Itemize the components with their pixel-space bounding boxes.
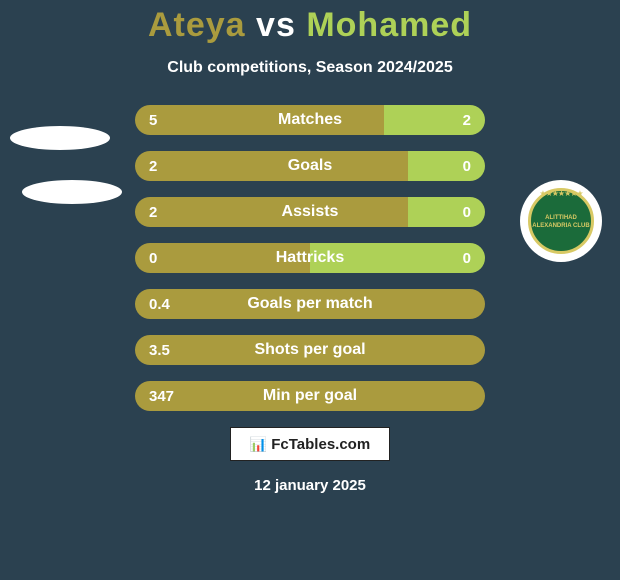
stat-label: Matches xyxy=(135,105,485,135)
club-badge: ★★★★★★★ ALITTIHAD ALEXANDRIA CLUB xyxy=(520,180,602,262)
title-player1: Ateya xyxy=(148,6,246,44)
title-player2: Mohamed xyxy=(306,6,472,44)
stat-label: Shots per goal xyxy=(135,335,485,365)
stat-row: 347Min per goal xyxy=(135,381,485,411)
fctables-logo-text: FcTables.com xyxy=(271,436,370,453)
stat-row: 3.5Shots per goal xyxy=(135,335,485,365)
subtitle: Club competitions, Season 2024/2025 xyxy=(0,59,620,77)
stat-label: Assists xyxy=(135,197,485,227)
comparison-card: Ateya vs Mohamed Club competitions, Seas… xyxy=(0,0,620,580)
club-stars-icon: ★★★★★★★ xyxy=(531,189,591,198)
stat-label: Goals xyxy=(135,151,485,181)
left-avatar-placeholder-2 xyxy=(22,180,122,204)
title-vs: vs xyxy=(256,6,296,44)
club-name-line1: ALITTIHAD xyxy=(545,215,577,221)
stat-label: Min per goal xyxy=(135,381,485,411)
fctables-logo: 📊 FcTables.com xyxy=(230,427,390,461)
stat-row: 20Assists xyxy=(135,197,485,227)
footer-date: 12 january 2025 xyxy=(0,477,620,494)
stat-label: Hattricks xyxy=(135,243,485,273)
stat-row: 52Matches xyxy=(135,105,485,135)
stat-row: 0.4Goals per match xyxy=(135,289,485,319)
club-name-line2: ALEXANDRIA CLUB xyxy=(532,223,589,229)
page-title: Ateya vs Mohamed xyxy=(0,6,620,45)
stat-label: Goals per match xyxy=(135,289,485,319)
stat-row: 00Hattricks xyxy=(135,243,485,273)
stat-row: 20Goals xyxy=(135,151,485,181)
left-avatar-placeholder-1 xyxy=(10,126,110,150)
club-badge-inner: ★★★★★★★ ALITTIHAD ALEXANDRIA CLUB xyxy=(528,188,594,254)
chart-icon: 📊 xyxy=(250,436,267,453)
stats-bars: 52Matches 20Goals 20Assists 00Hattricks 0.4G… xyxy=(135,105,485,411)
